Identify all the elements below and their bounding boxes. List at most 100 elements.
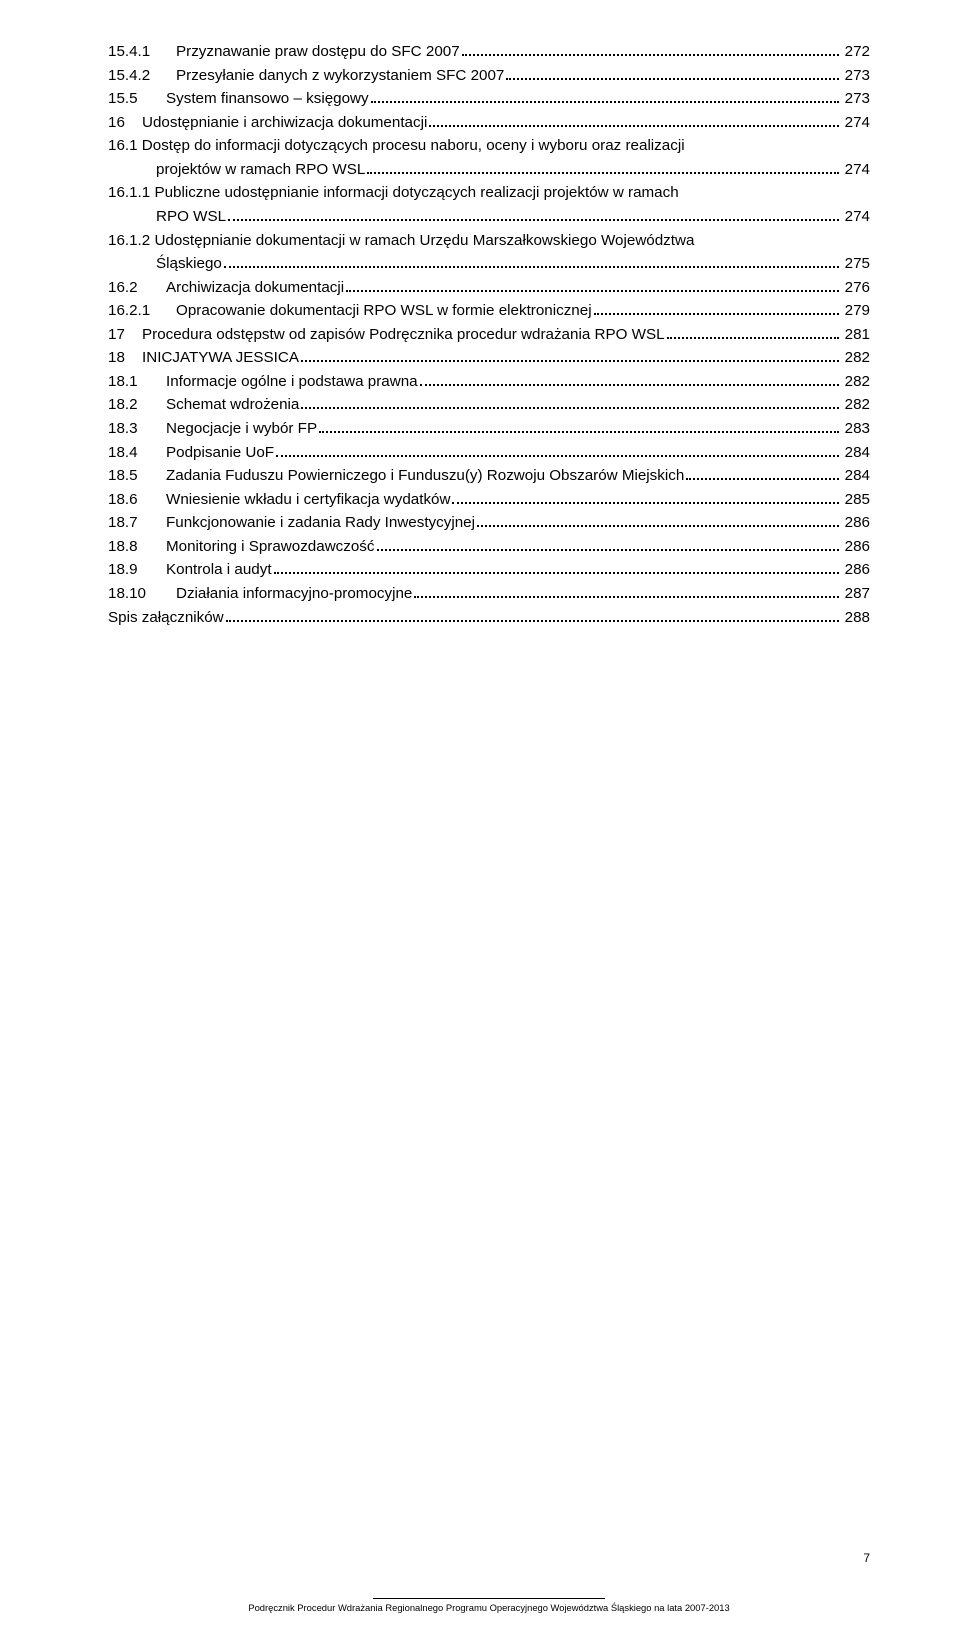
- toc-dot-leader: [420, 375, 839, 386]
- toc-entry-page: 281: [841, 323, 870, 347]
- toc-entry-number: 18: [108, 346, 142, 370]
- table-of-contents: 15.4.1Przyznawanie praw dostępu do SFC 2…: [108, 40, 870, 1338]
- toc-entry-line1: 16.1.2 Udostępnianie dokumentacji w rama…: [108, 229, 870, 253]
- toc-entry-line1: 16.1.1 Publiczne udostępnianie informacj…: [108, 181, 870, 205]
- document-page: 15.4.1Przyznawanie praw dostępu do SFC 2…: [0, 0, 960, 1643]
- toc-dot-leader: [506, 69, 838, 80]
- toc-dot-leader: [274, 564, 839, 575]
- toc-entry-label: Monitoring i Sprawozdawczość: [166, 535, 375, 559]
- toc-entry-number: 18.1: [108, 370, 166, 394]
- toc-entry-page: 286: [841, 558, 870, 582]
- toc-entry: 15.4.1Przyznawanie praw dostępu do SFC 2…: [108, 40, 870, 64]
- toc-dot-leader: [594, 305, 839, 316]
- toc-entry: Spis załączników288: [108, 606, 870, 630]
- toc-entry-page: 283: [841, 417, 870, 441]
- toc-entry-page: 282: [841, 370, 870, 394]
- toc-entry: 17Procedura odstępstw od zapisów Podręcz…: [108, 323, 870, 347]
- toc-entry-number: 18.5: [108, 464, 166, 488]
- toc-entry-number: 18.4: [108, 441, 166, 465]
- toc-entry-number: 16.2: [108, 276, 166, 300]
- toc-entry-label: Wniesienie wkładu i certyfikacja wydatkó…: [166, 488, 450, 512]
- toc-entry-label: Procedura odstępstw od zapisów Podręczni…: [142, 323, 665, 347]
- toc-entry-label: Funkcjonowanie i zadania Rady Inwestycyj…: [166, 511, 475, 535]
- toc-entry: 18.6Wniesienie wkładu i certyfikacja wyd…: [108, 488, 870, 512]
- toc-dot-leader: [452, 493, 838, 504]
- toc-dot-leader: [371, 93, 839, 104]
- footer-text: Podręcznik Procedur Wdrażania Regionalne…: [108, 1602, 870, 1613]
- toc-dot-leader: [224, 257, 839, 268]
- toc-entry-page: 282: [841, 346, 870, 370]
- footer-divider: [373, 1598, 605, 1599]
- toc-entry-label: RPO WSL: [156, 205, 226, 229]
- toc-entry-label: projektów w ramach RPO WSL: [156, 158, 365, 182]
- toc-entry-line2: RPO WSL274: [108, 205, 870, 229]
- toc-entry-number: 15.4.1: [108, 40, 176, 64]
- toc-entry-number: 18.7: [108, 511, 166, 535]
- toc-entry-label: Kontrola i audyt: [166, 558, 272, 582]
- toc-entry: 18.8Monitoring i Sprawozdawczość 286: [108, 535, 870, 559]
- toc-dot-leader: [477, 517, 839, 528]
- toc-entry-page: 286: [841, 535, 870, 559]
- toc-entry: 16.2Archiwizacja dokumentacji276: [108, 276, 870, 300]
- toc-entry-label: Przyznawanie praw dostępu do SFC 2007: [176, 40, 460, 64]
- toc-dot-leader: [301, 399, 838, 410]
- toc-entry-number: 18.9: [108, 558, 166, 582]
- toc-entry-line1: 16.1 Dostęp do informacji dotyczących pr…: [108, 134, 870, 158]
- page-footer: Podręcznik Procedur Wdrażania Regionalne…: [108, 1338, 870, 1613]
- page-number: 7: [863, 1551, 870, 1565]
- toc-entry: 18.10Działania informacyjno-promocyjne28…: [108, 582, 870, 606]
- toc-entry: 16Udostępnianie i archiwizacja dokumenta…: [108, 111, 870, 135]
- toc-dot-leader: [276, 446, 839, 457]
- toc-entry-label: Zadania Fuduszu Powierniczego i Funduszu…: [166, 464, 684, 488]
- toc-entry: 18INICJATYWA JESSICA 282: [108, 346, 870, 370]
- toc-entry: 15.4.2Przesyłanie danych z wykorzystanie…: [108, 64, 870, 88]
- toc-entry-label: Informacje ogólne i podstawa prawna: [166, 370, 418, 394]
- toc-entry-page: 285: [841, 488, 870, 512]
- toc-entry-label: INICJATYWA JESSICA: [142, 346, 299, 370]
- toc-entry-number: 18.6: [108, 488, 166, 512]
- toc-dot-leader: [686, 470, 838, 481]
- toc-dot-leader: [367, 163, 838, 174]
- toc-entry-line2: Śląskiego275: [108, 252, 870, 276]
- toc-dot-leader: [462, 45, 839, 56]
- toc-entry: 18.2Schemat wdrożenia 282: [108, 393, 870, 417]
- toc-dot-leader: [414, 587, 838, 598]
- toc-entry-page: 284: [841, 441, 870, 465]
- toc-entry-page: 284: [841, 464, 870, 488]
- toc-entry-label: Działania informacyjno-promocyjne: [176, 582, 412, 606]
- toc-entry-page: 279: [841, 299, 870, 323]
- toc-entry-page: 272: [841, 40, 870, 64]
- toc-entry-page: 282: [841, 393, 870, 417]
- toc-entry-label: Negocjacje i wybór FP: [166, 417, 317, 441]
- toc-entry-page: 276: [841, 276, 870, 300]
- toc-entry-label: Przesyłanie danych z wykorzystaniem SFC …: [176, 64, 504, 88]
- toc-entry-page: 273: [841, 87, 870, 111]
- toc-entry: 18.4Podpisanie UoF 284: [108, 441, 870, 465]
- toc-dot-leader: [319, 422, 839, 433]
- toc-entry: 16.2.1Opracowanie dokumentacji RPO WSL w…: [108, 299, 870, 323]
- toc-entry-label: System finansowo – księgowy: [166, 87, 369, 111]
- toc-entry: 18.7Funkcjonowanie i zadania Rady Inwest…: [108, 511, 870, 535]
- toc-entry-page: 274: [841, 111, 870, 135]
- toc-entry-page: 273: [841, 64, 870, 88]
- toc-entry: 18.1Informacje ogólne i podstawa prawna 2…: [108, 370, 870, 394]
- toc-entry-number: 18.3: [108, 417, 166, 441]
- toc-dot-leader: [377, 540, 839, 551]
- toc-entry-number: 18.10: [108, 582, 176, 606]
- toc-entry-number: 18.2: [108, 393, 166, 417]
- toc-entry-label: Podpisanie UoF: [166, 441, 274, 465]
- toc-entry-number: 18.8: [108, 535, 166, 559]
- toc-dot-leader: [429, 116, 838, 127]
- toc-dot-leader: [346, 281, 839, 292]
- toc-entry-number: 16: [108, 111, 142, 135]
- toc-entry: 16.1.1 Publiczne udostępnianie informacj…: [108, 181, 870, 228]
- toc-entry: 18.3Negocjacje i wybór FP 283: [108, 417, 870, 441]
- toc-entry-page: 288: [841, 606, 870, 630]
- toc-entry-number: 15.4.2: [108, 64, 176, 88]
- toc-entry-number: 16.2.1: [108, 299, 176, 323]
- toc-entry-label: Śląskiego: [156, 252, 222, 276]
- toc-entry: 18.5Zadania Fuduszu Powierniczego i Fund…: [108, 464, 870, 488]
- toc-entry-label: Schemat wdrożenia: [166, 393, 299, 417]
- toc-entry: 16.1.2 Udostępnianie dokumentacji w rama…: [108, 229, 870, 276]
- toc-entry-line2: projektów w ramach RPO WSL274: [108, 158, 870, 182]
